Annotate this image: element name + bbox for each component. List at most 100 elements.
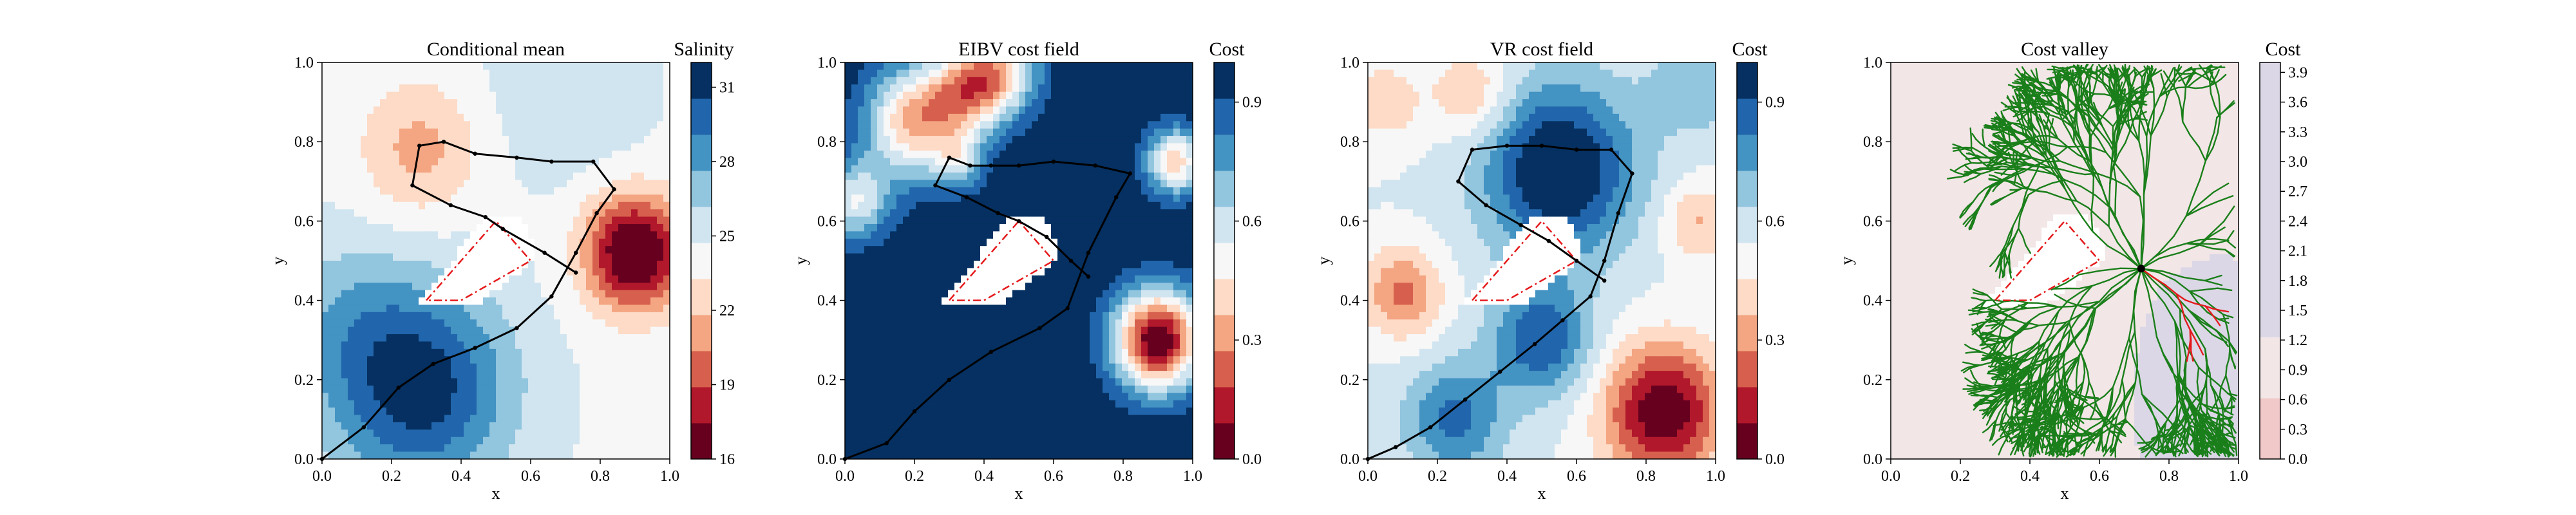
heatmap-cell [657, 356, 664, 364]
heatmap-cell [1135, 91, 1142, 100]
heatmap-cell [967, 84, 974, 93]
heatmap-cell [425, 312, 432, 320]
heatmap-cell [864, 312, 871, 320]
heatmap-cell [625, 400, 632, 408]
heatmap-cell [554, 128, 561, 136]
heatmap-cell [1038, 238, 1045, 247]
heatmap-cell [1122, 312, 1129, 320]
heatmap-cell [1141, 128, 1148, 136]
heatmap-cell [657, 378, 664, 386]
heatmap-cell [1051, 290, 1058, 298]
heatmap-cell [663, 297, 670, 306]
heatmap-cell [638, 84, 645, 93]
heatmap-cell [954, 231, 961, 239]
heatmap-cell [560, 326, 567, 335]
heatmap-cell [483, 113, 490, 122]
heatmap-cell [502, 113, 509, 122]
heatmap-cell [618, 238, 625, 247]
heatmap-cell [573, 99, 580, 108]
heatmap-cell [528, 246, 535, 254]
path-waypoint [591, 159, 596, 164]
heatmap-cell [554, 371, 561, 379]
heatmap-cell [1096, 173, 1103, 181]
heatmap-cell [522, 150, 529, 158]
heatmap-cell [1109, 216, 1116, 225]
heatmap-cell [354, 290, 361, 298]
heatmap-cell [483, 415, 490, 423]
heatmap-cell [335, 173, 342, 181]
heatmap-cell [980, 173, 987, 181]
heatmap-cell [535, 84, 542, 93]
heatmap-cell [851, 209, 858, 218]
heatmap-cell [477, 326, 484, 335]
heatmap-cell [541, 385, 548, 393]
heatmap-cell [1122, 165, 1129, 173]
heatmap-cell [399, 77, 406, 85]
heatmap-cell [335, 451, 342, 460]
heatmap-cell [541, 180, 548, 188]
heatmap-cell [663, 444, 670, 453]
heatmap-cell [599, 84, 606, 93]
heatmap-cell [1012, 268, 1019, 276]
heatmap-cell [560, 180, 567, 188]
heatmap-cell [515, 319, 522, 328]
heatmap-cell [1096, 143, 1103, 151]
heatmap-cell [1038, 216, 1045, 225]
heatmap-cell [948, 223, 955, 232]
heatmap-cell [586, 378, 593, 386]
heatmap-cell [399, 341, 406, 350]
heatmap-cell [657, 187, 664, 195]
heatmap-cell [554, 106, 561, 115]
heatmap-cell [980, 326, 987, 335]
heatmap-cell [890, 121, 897, 129]
heatmap-cell [335, 393, 342, 401]
heatmap-cell [431, 128, 439, 136]
heatmap-cell [477, 436, 484, 445]
heatmap-cell [335, 77, 342, 85]
heatmap-cell [328, 415, 336, 423]
heatmap-cell [993, 143, 1000, 151]
heatmap-cell [528, 348, 535, 357]
heatmap-cell [967, 283, 974, 291]
heatmap-cell [547, 290, 554, 298]
heatmap-cell [335, 187, 342, 195]
heatmap-cell [1045, 194, 1052, 203]
heatmap-cell [380, 334, 387, 342]
heatmap-cell [528, 173, 535, 181]
heatmap-cell [457, 429, 464, 438]
heatmap-cell [328, 371, 336, 379]
heatmap-cell [599, 99, 606, 108]
heatmap-cell [451, 209, 458, 218]
heatmap-cell [1154, 283, 1161, 291]
heatmap-cell [560, 128, 567, 136]
heatmap-cell [348, 348, 355, 357]
colorbar-label: Salinity [674, 39, 734, 60]
heatmap-cell [1025, 136, 1032, 144]
heatmap-cell [586, 429, 593, 438]
heatmap-cell [929, 326, 936, 335]
heatmap-cell [522, 304, 529, 313]
heatmap-cell [477, 106, 484, 115]
heatmap-cell [1019, 173, 1026, 181]
heatmap-cell [1186, 173, 1193, 181]
heatmap-cell [431, 91, 439, 100]
heatmap-cell [386, 326, 393, 335]
heatmap-cell [858, 275, 865, 283]
heatmap-cell [470, 62, 477, 71]
heatmap-cell [942, 128, 949, 136]
heatmap-cell [1012, 261, 1019, 269]
heatmap-cell [335, 371, 342, 379]
heatmap-cell [586, 385, 593, 393]
heatmap-cell [399, 194, 406, 203]
heatmap-cell [457, 304, 464, 313]
heatmap-cell [916, 180, 923, 188]
heatmap-cell [457, 400, 464, 408]
heatmap-cell [1160, 165, 1168, 173]
heatmap-cell [580, 128, 587, 136]
heatmap-cell [999, 150, 1007, 158]
heatmap-cell [419, 209, 426, 218]
heatmap-cell [592, 385, 600, 393]
heatmap-cell [942, 173, 949, 181]
heatmap-cell [1038, 121, 1045, 129]
heatmap-cell [618, 136, 625, 144]
